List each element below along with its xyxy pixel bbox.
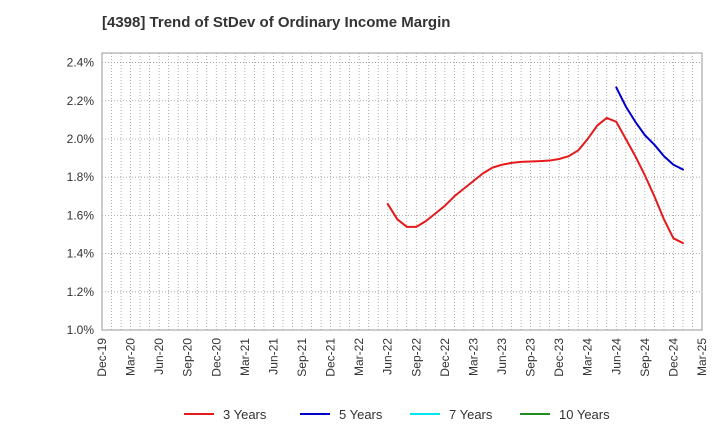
x-tick-label: Dec-22 — [438, 338, 452, 377]
x-tick-label: Jun-22 — [381, 338, 395, 375]
y-tick-label: 1.4% — [67, 247, 95, 261]
x-tick-label: Dec-24 — [666, 338, 680, 377]
legend-label: 3 Years — [223, 407, 267, 422]
x-tick-label: Jun-24 — [609, 338, 623, 375]
legend-layer: 3 Years 5 Years 7 Years 10 Years — [184, 407, 610, 422]
axis-layer: 1.0% 1.2% 1.4% 1.6% 1.8% 2.0% 2.2% 2.4% Dec-19 Ma… — [67, 56, 709, 377]
x-tick-label: Mar-20 — [124, 338, 138, 376]
plot-area — [101, 52, 703, 331]
series-line-5-years — [615, 86, 684, 171]
y-tick-label: 2.4% — [67, 56, 95, 70]
y-tick-label: 1.8% — [67, 170, 95, 184]
x-tick-label: Mar-21 — [238, 338, 252, 376]
y-tick-label: 1.2% — [67, 285, 95, 299]
legend-label: 10 Years — [559, 407, 610, 422]
x-tick-label: Jun-23 — [495, 338, 509, 375]
legend-label: 5 Years — [339, 407, 383, 422]
x-tick-label: Sep-21 — [295, 338, 309, 377]
x-tick-label: Sep-20 — [181, 338, 195, 377]
x-tick-label: Jun-20 — [152, 338, 166, 375]
x-tick-label: Dec-20 — [209, 338, 223, 377]
grid-layer — [101, 52, 703, 331]
y-tick-label: 2.0% — [67, 132, 95, 146]
x-tick-label: Sep-23 — [524, 338, 538, 377]
y-tick-label: 2.2% — [67, 94, 95, 108]
x-tick-label: Dec-21 — [324, 338, 338, 377]
x-tick-label: Mar-23 — [466, 338, 480, 376]
x-tick-label: Mar-22 — [352, 338, 366, 376]
legend-label: 7 Years — [449, 407, 493, 422]
y-tick-label: 1.0% — [67, 323, 95, 337]
x-tick-label: Sep-24 — [638, 338, 652, 377]
x-tick-label: Jun-21 — [266, 338, 280, 375]
series-layer — [386, 86, 684, 245]
x-tick-label: Mar-25 — [695, 338, 709, 376]
x-tick-label: Mar-24 — [581, 338, 595, 376]
y-tick-label: 1.6% — [67, 208, 95, 222]
chart-title: [4398] Trend of StDev of Ordinary Income… — [102, 14, 451, 31]
x-tick-label: Sep-22 — [409, 338, 423, 377]
series-line-3-years — [386, 116, 684, 245]
x-tick-label: Dec-23 — [552, 338, 566, 377]
x-tick-label: Dec-19 — [95, 338, 109, 377]
